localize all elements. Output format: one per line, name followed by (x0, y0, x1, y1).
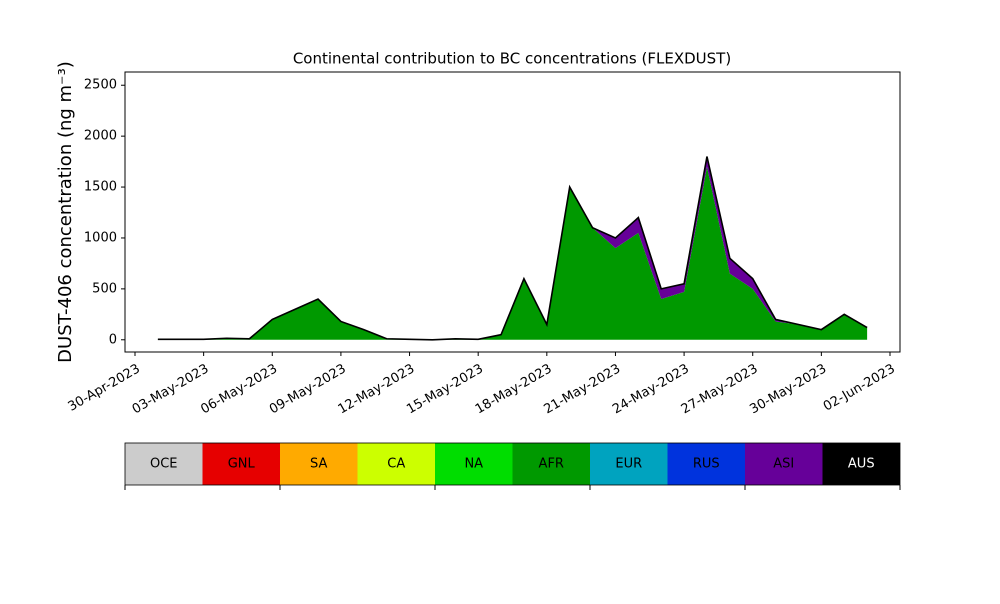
axes-frame (124, 71, 901, 353)
colorbar-swatch (435, 443, 513, 485)
y-tick-label: 0 (109, 332, 117, 347)
total-outline (157, 156, 868, 341)
colorbar-label: ASI (773, 457, 794, 472)
colorbar-label: AUS (848, 457, 875, 472)
colorbar-label: SA (310, 457, 327, 472)
colorbar-swatch (357, 443, 435, 485)
y-tick-label: 1500 (84, 180, 117, 195)
colorbar-swatch (745, 443, 823, 485)
colorbar-frame (124, 442, 901, 486)
colorbar-swatch (512, 443, 590, 485)
area-afr (157, 166, 868, 340)
colorbar-label: GNL (228, 457, 256, 472)
y-axis-label: DUST-406 concentration (ng m⁻³) (55, 61, 76, 363)
colorbar-swatch (280, 443, 358, 485)
y-tick-label: 2000 (84, 129, 117, 144)
colorbar-swatch (125, 443, 203, 485)
chart-title: Continental contribution to BC concentra… (293, 50, 731, 68)
colorbar-label: AFR (539, 457, 564, 472)
colorbar-label: RUS (693, 457, 720, 472)
colorbar-swatch (202, 443, 280, 485)
y-tick-label: 500 (92, 281, 117, 296)
colorbar-swatch (822, 443, 900, 485)
colorbar-label: OCE (150, 457, 178, 472)
y-tick-label: 2500 (84, 78, 117, 93)
colorbar-label: NA (464, 457, 483, 472)
colorbar-swatch (667, 443, 745, 485)
plot-area (157, 156, 868, 341)
colorbar-label: CA (387, 457, 405, 472)
y-tick-label: 1000 (84, 230, 117, 245)
area-asi (157, 156, 868, 340)
colorbar-label: EUR (615, 457, 642, 472)
colorbar-swatch (590, 443, 668, 485)
colorbar: OCE GNL SA CA NA AFR EUR RUS ASI AUS (125, 443, 900, 485)
